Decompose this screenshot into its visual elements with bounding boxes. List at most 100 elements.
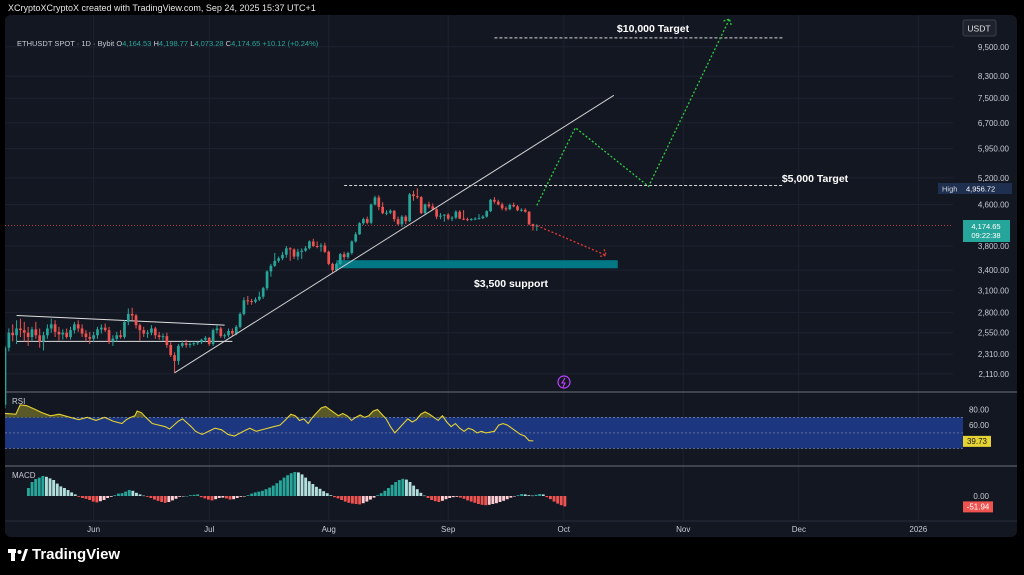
candle-body[interactable] <box>373 197 377 205</box>
candle-body[interactable] <box>11 332 15 336</box>
candle-body[interactable] <box>192 343 196 345</box>
candle-body[interactable] <box>157 335 161 338</box>
candle-body[interactable] <box>42 335 45 342</box>
chart-panel[interactable]: $10,000 Target $5,000 Target $3,500 supp… <box>5 15 1017 537</box>
candle-body[interactable] <box>265 271 269 289</box>
ideas-icon[interactable] <box>557 375 571 389</box>
candle-body[interactable] <box>138 325 142 331</box>
candle-body[interactable] <box>69 330 72 338</box>
candle-body[interactable] <box>493 199 496 202</box>
candle-body[interactable] <box>342 254 346 258</box>
candle-body[interactable] <box>454 211 458 218</box>
candle-body[interactable] <box>458 211 462 219</box>
candle-body[interactable] <box>204 337 207 340</box>
candle-body[interactable] <box>389 210 392 213</box>
candle-body[interactable] <box>146 332 149 334</box>
candle-body[interactable] <box>92 335 95 339</box>
candle-body[interactable] <box>53 324 57 332</box>
candle-body[interactable] <box>119 335 122 338</box>
candle-body[interactable] <box>231 330 234 334</box>
candle-body[interactable] <box>288 248 292 250</box>
candle-body[interactable] <box>377 197 381 207</box>
candle-body[interactable] <box>115 335 119 339</box>
candle-body[interactable] <box>531 224 535 227</box>
candle-body[interactable] <box>80 328 84 334</box>
candle-body[interactable] <box>415 196 419 198</box>
candle-body[interactable] <box>234 326 238 334</box>
currency-badge[interactable]: USDT <box>962 19 997 37</box>
candle-body[interactable] <box>73 324 76 331</box>
candle-body[interactable] <box>481 216 485 219</box>
candle-body[interactable] <box>427 204 431 207</box>
candle-body[interactable] <box>327 251 331 264</box>
candle-body[interactable] <box>188 344 192 346</box>
candle-body[interactable] <box>520 209 523 211</box>
candle-body[interactable] <box>49 324 53 329</box>
candle-body[interactable] <box>473 218 477 220</box>
candle-body[interactable] <box>442 214 446 216</box>
candle-body[interactable] <box>5 347 7 405</box>
candle-body[interactable] <box>177 345 180 361</box>
candle-body[interactable] <box>123 321 126 338</box>
candle-body[interactable] <box>338 254 342 264</box>
candle-body[interactable] <box>512 204 516 207</box>
candle-body[interactable] <box>508 204 512 210</box>
candle-body[interactable] <box>323 245 327 252</box>
candle-body[interactable] <box>304 248 307 251</box>
candle-body[interactable] <box>292 249 296 257</box>
candle-body[interactable] <box>335 263 338 271</box>
candle-body[interactable] <box>358 223 361 235</box>
candle-body[interactable] <box>435 209 438 217</box>
candle-body[interactable] <box>38 335 42 342</box>
candle-body[interactable] <box>446 214 450 219</box>
candle-body[interactable] <box>84 333 88 338</box>
candle-body[interactable] <box>57 331 61 335</box>
candle-body[interactable] <box>246 300 250 302</box>
candle-body[interactable] <box>219 328 223 337</box>
candle-body[interactable] <box>346 252 350 258</box>
candle-body[interactable] <box>215 328 219 331</box>
candle-body[interactable] <box>269 265 273 272</box>
candle-body[interactable] <box>500 204 504 209</box>
candle-body[interactable] <box>30 329 34 338</box>
candle-body[interactable] <box>257 296 261 300</box>
candle-body[interactable] <box>153 328 157 336</box>
candle-body[interactable] <box>150 328 153 333</box>
candle-body[interactable] <box>485 211 489 217</box>
candle-body[interactable] <box>296 251 300 257</box>
candle-body[interactable] <box>227 330 230 336</box>
candle-body[interactable] <box>419 197 423 214</box>
candle-body[interactable] <box>242 300 246 314</box>
candle-body[interactable] <box>261 288 265 297</box>
candle-body[interactable] <box>315 246 319 248</box>
candle-body[interactable] <box>319 245 323 247</box>
candle-body[interactable] <box>308 241 311 249</box>
candle-body[interactable] <box>130 313 134 316</box>
candle-body[interactable] <box>489 199 492 212</box>
candle-body[interactable] <box>88 337 92 339</box>
candle-body[interactable] <box>126 313 130 322</box>
candle-body[interactable] <box>46 328 49 336</box>
candle-body[interactable] <box>365 219 369 223</box>
candle-body[interactable] <box>200 339 203 343</box>
tradingview-logo[interactable]: TradingView <box>8 546 120 563</box>
candle-body[interactable] <box>300 250 304 252</box>
candle-body[interactable] <box>207 337 211 345</box>
candle-body[interactable] <box>400 216 404 225</box>
candle-body[interactable] <box>277 258 280 261</box>
candle-body[interactable] <box>169 344 173 356</box>
candle-body[interactable] <box>362 219 365 224</box>
candle-body[interactable] <box>396 219 400 225</box>
candle-body[interactable] <box>354 234 358 242</box>
candle-body[interactable] <box>331 263 334 271</box>
candle-body[interactable] <box>99 327 103 330</box>
candle-body[interactable] <box>184 343 188 345</box>
candle-body[interactable] <box>173 355 176 361</box>
candle-body[interactable] <box>61 332 65 335</box>
candle-body[interactable] <box>238 313 242 327</box>
candle-body[interactable] <box>496 201 500 205</box>
candle-body[interactable] <box>65 332 69 338</box>
candle-body[interactable] <box>223 335 227 337</box>
chart-svg[interactable]: $10,000 Target $5,000 Target $3,500 supp… <box>5 15 1017 537</box>
candle-body[interactable] <box>392 210 396 220</box>
